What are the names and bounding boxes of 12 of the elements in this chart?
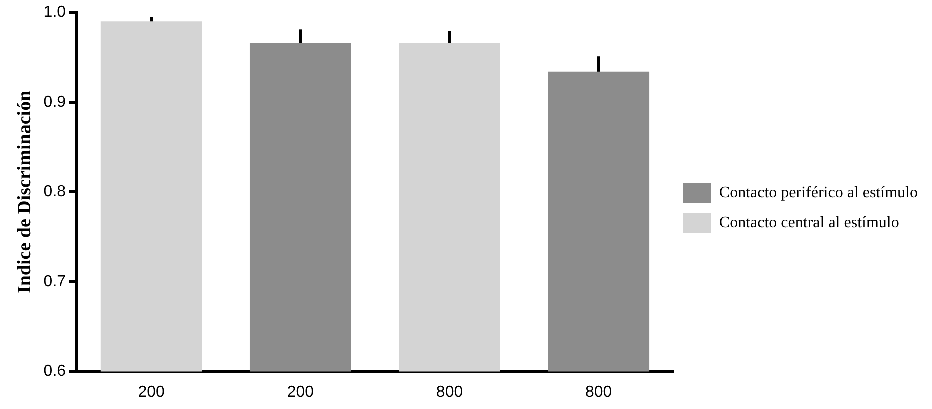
y-tick-label: 0.6: [44, 363, 66, 380]
y-tick-label: 0.8: [44, 184, 66, 201]
x-tick-label: 800: [436, 384, 464, 401]
x-tick-label: 200: [287, 384, 314, 401]
y-tick-label: 0.7: [44, 273, 66, 290]
x-tick-label: 200: [138, 384, 166, 401]
legend-label: Contacto central al estímulo: [719, 214, 900, 232]
y-tick-label: 0.9: [44, 94, 66, 111]
y-axis-title: Indice de Discriminación: [14, 90, 36, 294]
y-tick-label: 1.0: [44, 4, 66, 22]
x-tick-label: 800: [586, 384, 612, 401]
legend-label: Contacto periférico al estímulo: [719, 184, 918, 202]
